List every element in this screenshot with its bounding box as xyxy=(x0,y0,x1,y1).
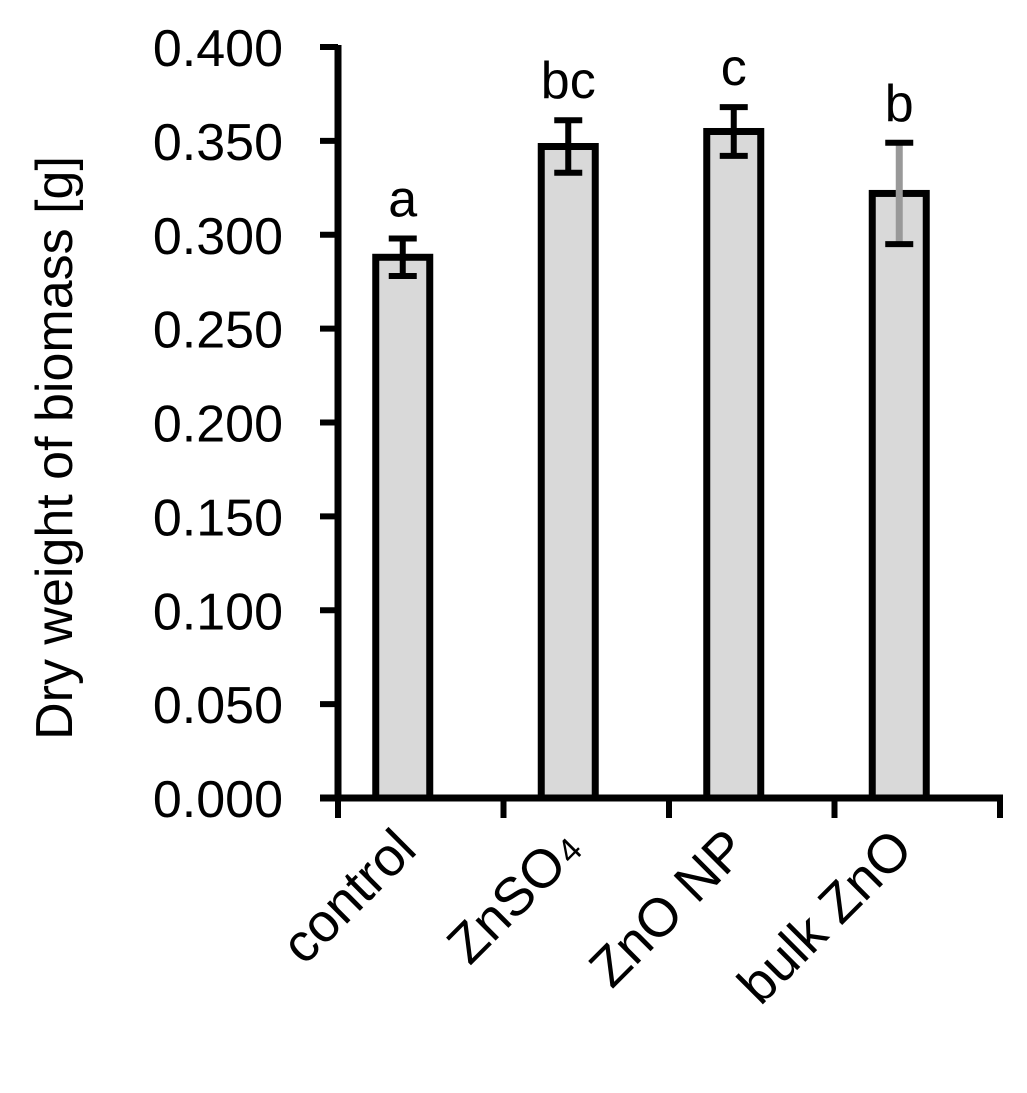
y-tick-label: 0.250 xyxy=(153,302,283,360)
bar xyxy=(537,143,599,802)
y-tick-label: 0.300 xyxy=(153,208,283,266)
bars-group xyxy=(372,127,930,802)
significance-labels-group: a bc c b xyxy=(388,39,913,228)
error-bars-group xyxy=(388,104,914,280)
x-category-label: ZnSO4 xyxy=(436,818,593,975)
significance-label: c xyxy=(721,39,747,97)
y-tick-label: 0.150 xyxy=(153,489,283,547)
bar xyxy=(703,127,765,802)
significance-label: b xyxy=(885,75,914,133)
x-category-label: bulk ZnO xyxy=(726,818,923,1015)
y-tick-label: 0.400 xyxy=(153,20,283,78)
x-category-label: control xyxy=(270,818,427,975)
y-axis-title: Dry weight of biomass [g] xyxy=(26,156,84,740)
significance-label: bc xyxy=(541,52,596,110)
bar xyxy=(868,189,930,802)
y-tick-label: 0.100 xyxy=(153,583,283,641)
y-tick-label: 0.000 xyxy=(153,771,283,829)
y-tick-label: 0.200 xyxy=(153,396,283,454)
bar xyxy=(372,253,434,802)
y-tick-label: 0.050 xyxy=(153,677,283,735)
significance-label: a xyxy=(388,171,417,229)
y-axis-ticks: 0.000 0.050 0.100 0.150 0.200 0.250 0.300 0.350… xyxy=(153,20,338,829)
x-axis-ticks xyxy=(335,798,1003,818)
y-tick-label: 0.350 xyxy=(153,114,283,172)
